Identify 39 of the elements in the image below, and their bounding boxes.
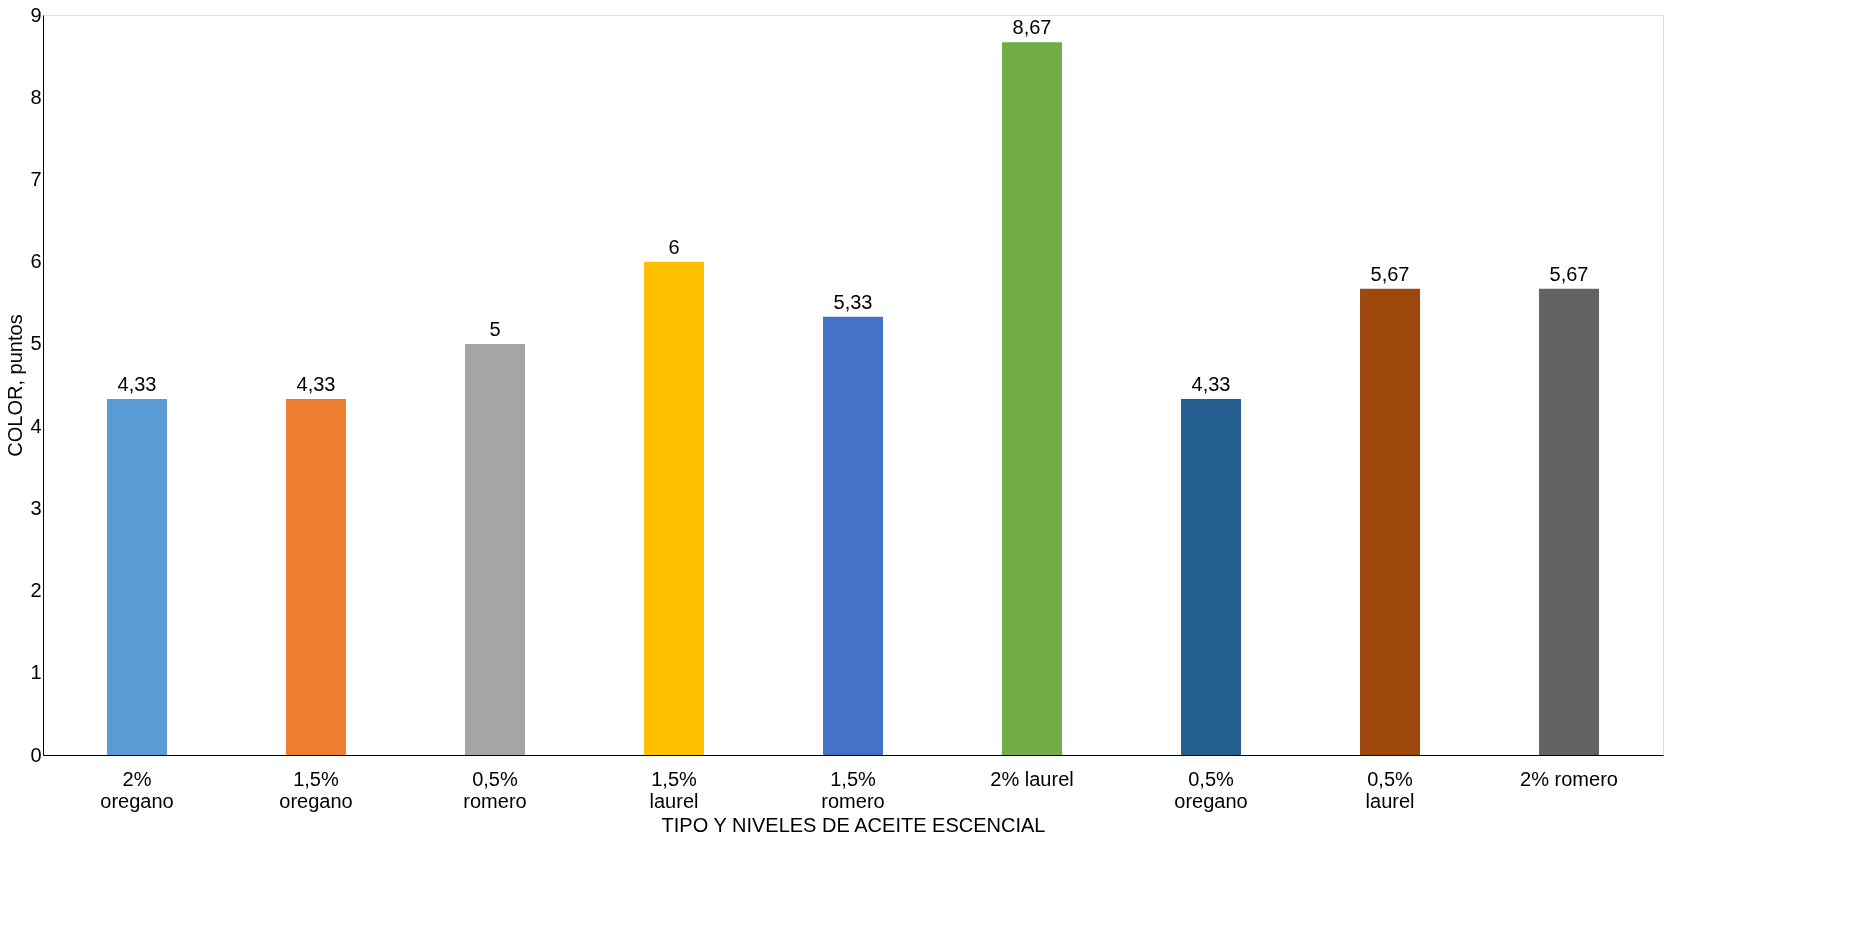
y-tick-label: 4	[30, 414, 42, 437]
x-tick-label: 2% oregano	[100, 767, 174, 812]
y-tick-label: 9	[30, 3, 42, 26]
bar	[823, 316, 883, 755]
y-tick-label: 3	[30, 496, 42, 519]
x-tick-label: 1,5% laurel	[649, 767, 699, 812]
x-tick-label: 1,5% romero	[821, 767, 885, 812]
data-label: 6	[668, 235, 680, 258]
x-tick-label: 0,5% romero	[463, 767, 527, 812]
data-label: 5	[489, 317, 501, 340]
x-tick-label: 0,5% oregano	[1174, 767, 1248, 812]
y-axis-title: COLOR, puntos	[4, 314, 27, 457]
x-tick-label: 0,5% laurel	[1365, 767, 1415, 812]
bar	[1360, 288, 1421, 755]
y-tick-label: 8	[30, 85, 42, 108]
data-label: 4,33	[296, 372, 336, 395]
y-tick-label: 0	[30, 743, 42, 766]
bar	[285, 398, 346, 755]
y-tick-label: 6	[30, 250, 42, 273]
y-tick-label: 7	[30, 167, 42, 190]
bar	[643, 261, 704, 755]
bar	[1539, 288, 1600, 755]
data-label: 5,67	[1370, 262, 1410, 285]
data-label: 4,33	[117, 372, 157, 395]
y-tick-label: 5	[30, 332, 42, 355]
data-label: 8,67	[1012, 16, 1052, 39]
bar	[106, 398, 167, 755]
x-tick-label: 2% romero	[1520, 767, 1618, 790]
data-label: 5,33	[833, 290, 873, 313]
y-tick-label: 2	[30, 579, 42, 602]
bar	[464, 343, 525, 755]
y-tick-label: 1	[30, 661, 42, 684]
bar	[1002, 42, 1063, 755]
x-tick-label: 1,5% oregano	[279, 767, 353, 812]
x-axis-title: TIPO Y NIVELES DE ACEITE ESCENCIAL	[661, 813, 1046, 836]
x-tick-label: 2% laurel	[990, 767, 1074, 790]
data-label: 5,67	[1549, 262, 1589, 285]
bar	[1181, 398, 1242, 755]
data-label: 4,33	[1191, 372, 1231, 395]
